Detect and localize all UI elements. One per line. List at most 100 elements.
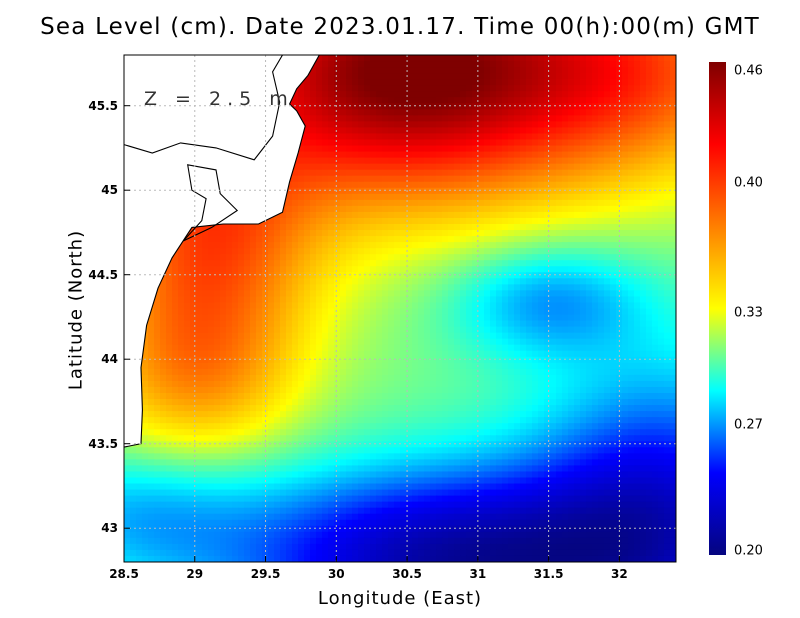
heatmap-cell (340, 320, 347, 328)
heatmap-cell (250, 362, 257, 370)
heatmap-cell (550, 139, 557, 147)
heatmap-cell (364, 314, 371, 322)
heatmap-cell (274, 314, 281, 322)
heatmap-cell (586, 368, 593, 376)
heatmap-cell (640, 175, 647, 183)
heatmap-cell (670, 254, 676, 261)
heatmap-cell (316, 368, 323, 376)
heatmap-cell (532, 236, 539, 243)
heatmap-cell (382, 175, 389, 183)
heatmap-cell (640, 217, 647, 225)
heatmap-cell (430, 272, 437, 279)
heatmap-cell (490, 290, 497, 298)
heatmap-cell (544, 248, 551, 255)
heatmap-cell (454, 169, 461, 177)
heatmap-cell (514, 362, 521, 370)
heatmap-cell (508, 296, 515, 304)
heatmap-cell (664, 362, 671, 370)
heatmap-cell (418, 91, 425, 98)
heatmap-cell (610, 157, 617, 165)
heatmap-cell (610, 272, 617, 279)
heatmap-cell (388, 260, 395, 267)
heatmap-cell (226, 332, 233, 340)
heatmap-cell (460, 217, 467, 225)
heatmap-cell (334, 193, 341, 201)
heatmap-cell (670, 290, 676, 298)
heatmap-cell (406, 55, 413, 62)
heatmap-cell (196, 242, 203, 249)
heatmap-cell (316, 266, 323, 273)
heatmap-cell (346, 284, 353, 291)
heatmap-cell (640, 139, 647, 147)
heatmap-cell (514, 230, 521, 237)
heatmap-cell (316, 73, 323, 80)
heatmap-cell (580, 278, 587, 285)
heatmap-cell (598, 85, 605, 92)
heatmap-cell (454, 350, 461, 358)
heatmap-cell (658, 290, 665, 298)
heatmap-cell (556, 139, 563, 147)
heatmap-cell (256, 344, 263, 352)
heatmap-cell (196, 314, 203, 322)
heatmap-cell (184, 338, 191, 346)
heatmap-cell (394, 151, 401, 159)
heatmap-cell (640, 55, 647, 62)
heatmap-cell (466, 290, 473, 298)
heatmap-cell (502, 290, 509, 298)
heatmap-cell (478, 133, 485, 141)
heatmap-cell (568, 91, 575, 98)
heatmap-cell (496, 205, 503, 213)
heatmap-cell (544, 242, 551, 249)
heatmap-cell (262, 254, 269, 261)
heatmap-cell (520, 55, 527, 62)
heatmap-cell (436, 242, 443, 249)
heatmap-cell (610, 97, 617, 104)
heatmap-cell (370, 205, 377, 213)
heatmap-cell (628, 230, 635, 237)
heatmap-cell (496, 127, 503, 135)
heatmap-cell (490, 284, 497, 291)
heatmap-cell (250, 284, 257, 291)
heatmap-cell (466, 145, 473, 153)
heatmap-cell (370, 350, 377, 358)
heatmap-cell (496, 242, 503, 249)
heatmap-cell (394, 374, 401, 382)
heatmap-cell (562, 61, 569, 68)
heatmap-cell (574, 296, 581, 304)
heatmap-cell (514, 67, 521, 74)
heatmap-cell (202, 374, 209, 382)
heatmap-cell (310, 296, 317, 304)
heatmap-cell (166, 266, 173, 273)
heatmap-cell (286, 260, 293, 267)
heatmap-cell (346, 356, 353, 364)
heatmap-cell (238, 272, 245, 279)
heatmap-cell (634, 254, 641, 261)
heatmap-cell (538, 121, 545, 129)
heatmap-cell (442, 272, 449, 279)
heatmap-cell (568, 139, 575, 147)
heatmap-cell (430, 356, 437, 364)
heatmap-cell (352, 254, 359, 261)
heatmap-cell (232, 302, 239, 310)
heatmap-cell (244, 296, 251, 304)
heatmap-cell (628, 91, 635, 98)
heatmap-cell (502, 284, 509, 291)
heatmap-cell (292, 314, 299, 322)
heatmap-cell (346, 266, 353, 273)
heatmap-cell (298, 260, 305, 267)
heatmap-cell (664, 61, 671, 68)
heatmap-cell (256, 314, 263, 322)
heatmap-cell (574, 248, 581, 255)
heatmap-cell (478, 356, 485, 364)
heatmap-cell (628, 205, 635, 213)
heatmap-cell (286, 205, 293, 213)
heatmap-cell (502, 187, 509, 195)
heatmap-cell (496, 266, 503, 273)
heatmap-cell (436, 362, 443, 370)
heatmap-cell (418, 254, 425, 261)
heatmap-cell (520, 157, 527, 165)
heatmap-cell (376, 163, 383, 171)
heatmap-cell (238, 320, 245, 328)
heatmap-cell (592, 356, 599, 364)
heatmap-cell (322, 338, 329, 346)
